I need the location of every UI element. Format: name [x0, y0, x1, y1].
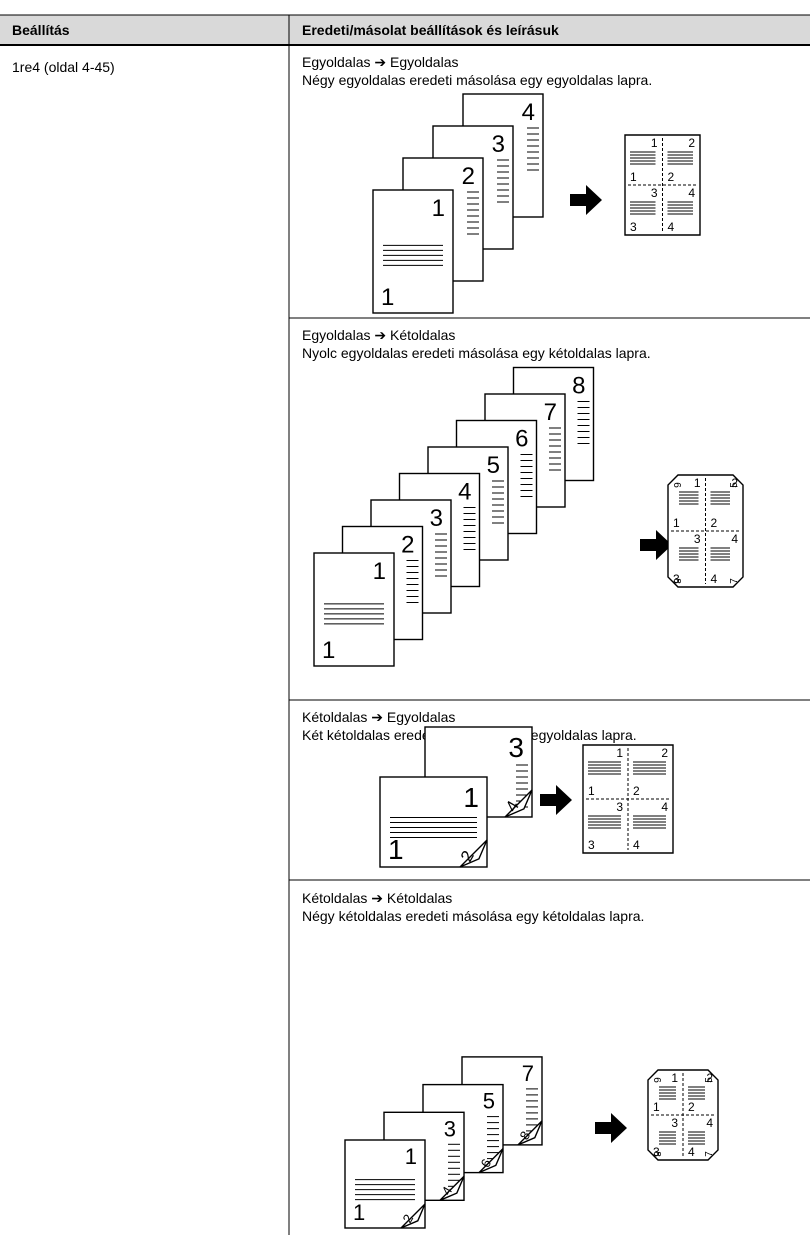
- original-page: [344, 1139, 426, 1229]
- result-number: 2: [706, 1071, 713, 1085]
- page-number: 2: [462, 163, 475, 190]
- result-number: 3: [651, 186, 658, 200]
- result-number: 4: [706, 1116, 713, 1130]
- result-number: 3: [673, 572, 680, 586]
- result-number: 2: [731, 476, 738, 490]
- result-number: 1: [671, 1071, 678, 1085]
- result-number: 2: [688, 1100, 695, 1114]
- header-cell: Beállítás: [12, 22, 70, 38]
- page-number: 4: [458, 479, 471, 506]
- result-number: 1: [673, 516, 680, 530]
- result-back-number: 7: [729, 578, 740, 584]
- result-number: 4: [668, 220, 675, 234]
- result-number: 4: [661, 800, 668, 814]
- result-number: 4: [731, 532, 738, 546]
- page-number: 3: [430, 505, 443, 532]
- result-number: 2: [688, 136, 695, 150]
- folded-corner: [439, 1175, 465, 1201]
- page-number: 1: [405, 1144, 417, 1169]
- page-number: 4: [522, 99, 535, 126]
- arrow: [570, 185, 602, 215]
- page-number: 3: [508, 732, 524, 763]
- arrow: [540, 785, 572, 815]
- page-number: 1: [463, 782, 479, 813]
- header-cell: Eredeti/másolat beállítások és leírásuk: [302, 22, 559, 38]
- arrow: [595, 1113, 627, 1143]
- page-number: 3: [444, 1116, 456, 1141]
- result-number: 1: [616, 746, 623, 760]
- result-back-number: 5: [704, 1077, 715, 1083]
- folded-corner: [517, 1120, 543, 1146]
- result-number: 4: [711, 572, 718, 586]
- result-number: 2: [661, 746, 668, 760]
- result-back-number: 8: [651, 1151, 662, 1157]
- result-number: 4: [688, 186, 695, 200]
- original-page: [313, 552, 395, 667]
- result-number: 1: [651, 136, 658, 150]
- page-number: 2: [401, 532, 414, 559]
- result-back-number: 6: [651, 1077, 662, 1083]
- result-number: 2: [668, 170, 675, 184]
- page-number: 1: [388, 834, 404, 865]
- page-number: 8: [572, 373, 585, 400]
- page-number: 1: [322, 637, 335, 664]
- section-description: Négy egyoldalas eredeti másolása egy egy…: [302, 72, 652, 88]
- arrow: [640, 530, 672, 560]
- result-number: 3: [588, 838, 595, 852]
- folded-corner: [459, 839, 488, 868]
- result-number: 1: [588, 784, 595, 798]
- page-number: 5: [483, 1089, 495, 1114]
- section-title: Egyoldalas ➔ Kétoldalas: [302, 327, 455, 343]
- row-label: 1re4 (oldal 4-45): [12, 59, 115, 75]
- page-number: 1: [432, 195, 445, 222]
- result-number: 1: [694, 476, 701, 490]
- result-number: 1: [653, 1100, 660, 1114]
- result-number: 2: [633, 784, 640, 798]
- section-title: Kétoldalas ➔ Egyoldalas: [302, 709, 455, 725]
- result-number: 2: [711, 516, 718, 530]
- page-number: 1: [373, 558, 386, 585]
- section-description: Négy kétoldalas eredeti másolása egy két…: [302, 908, 644, 924]
- page-number: 5: [487, 452, 500, 479]
- section-title: Kétoldalas ➔ Kétoldalas: [302, 890, 452, 906]
- page-number: 7: [522, 1061, 534, 1086]
- result-number: 3: [694, 532, 701, 546]
- section-description: Nyolc egyoldalas eredeti másolása egy ké…: [302, 345, 651, 361]
- header-bg: [0, 15, 810, 45]
- folded-corner: [400, 1203, 426, 1229]
- page-number: 6: [515, 426, 528, 453]
- result-number: 3: [653, 1145, 660, 1159]
- result-back-number: 7: [704, 1151, 715, 1157]
- result-back-number: 8: [671, 578, 682, 584]
- original-page: [372, 189, 454, 314]
- page-number: 7: [544, 399, 557, 426]
- result-number: 4: [688, 1145, 695, 1159]
- result-number: 3: [671, 1116, 678, 1130]
- result-number: 3: [616, 800, 623, 814]
- result-back-number: 5: [729, 482, 740, 488]
- folded-corner: [504, 789, 533, 818]
- page-number: 1: [381, 284, 394, 311]
- page-number: 3: [492, 131, 505, 158]
- result-number: 4: [633, 838, 640, 852]
- folded-corner: [478, 1148, 504, 1174]
- result-number: 3: [630, 220, 637, 234]
- page-number: 1: [353, 1200, 365, 1225]
- section-title: Egyoldalas ➔ Egyoldalas: [302, 54, 459, 70]
- result-back-number: 6: [671, 482, 682, 488]
- result-number: 1: [630, 170, 637, 184]
